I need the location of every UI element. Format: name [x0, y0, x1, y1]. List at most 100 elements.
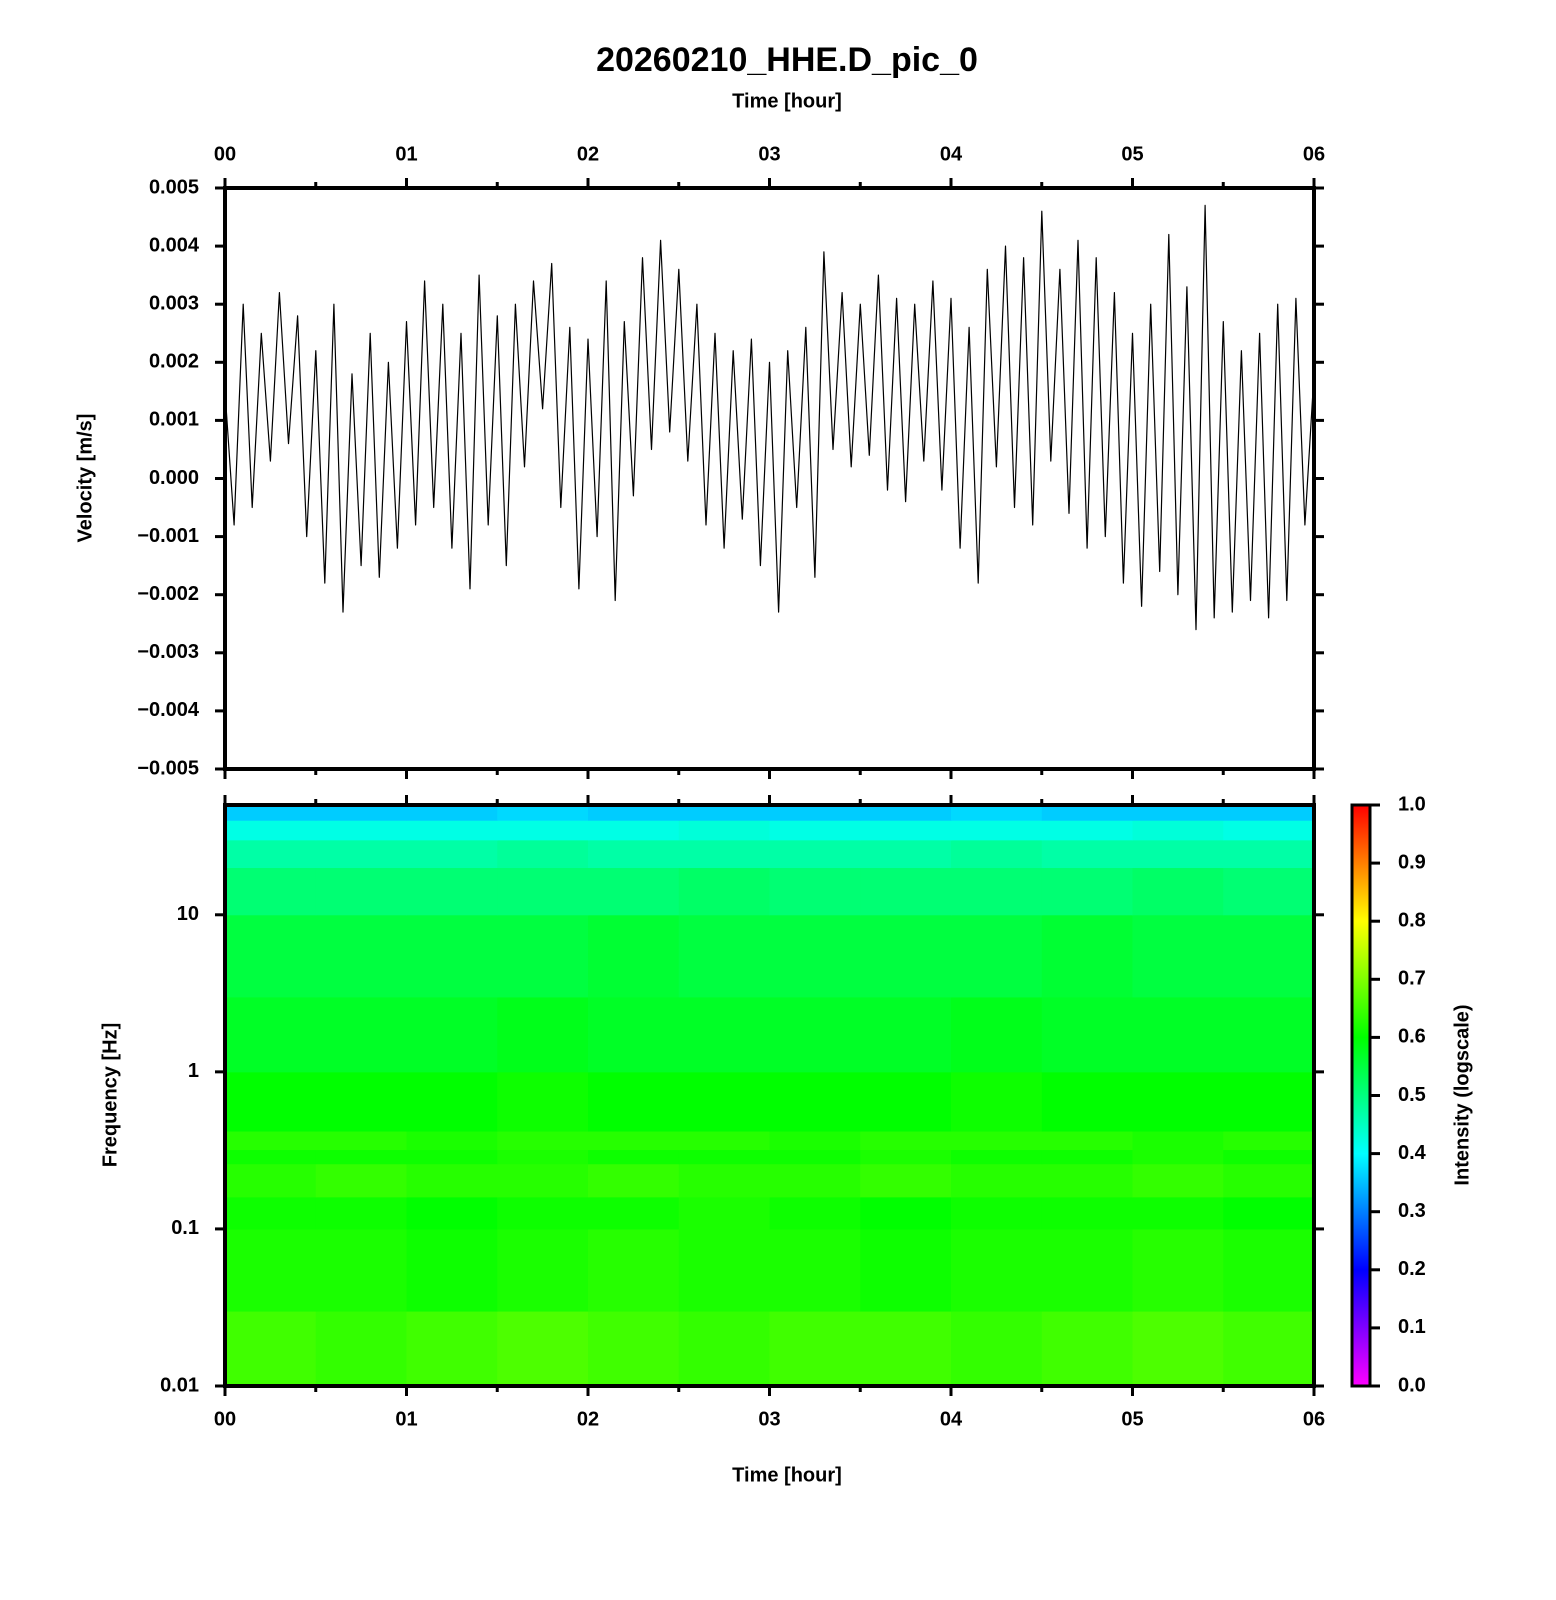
spectrogram-cell	[951, 820, 1043, 841]
spectrogram-cell	[1041, 1311, 1133, 1387]
spectrogram-cell	[315, 1228, 407, 1312]
spectrogram-cell	[315, 1163, 407, 1198]
y-tick-label: 0.002	[149, 351, 199, 373]
spectrogram-cell	[315, 1149, 407, 1165]
spectrogram-cell	[225, 996, 317, 1073]
spectrogram-cell	[1041, 820, 1133, 841]
y-tick-label: −0.005	[137, 757, 199, 779]
spectrogram-cell	[588, 1163, 680, 1198]
y-axis-label: Velocity [m/s]	[74, 414, 96, 543]
spectrogram-cell	[406, 1311, 498, 1387]
x-axis-label: Time [hour]	[732, 1464, 842, 1486]
spectrogram-cell	[1041, 914, 1133, 998]
spectrogram-cell	[769, 1149, 861, 1165]
spectrogram-cell	[860, 1149, 952, 1165]
spectrogram-cell	[406, 820, 498, 841]
spectrogram-cell	[951, 867, 1043, 916]
spectrogram-cell	[588, 1131, 680, 1151]
colorbar-tick-label: 0.4	[1398, 1142, 1427, 1164]
x-tick-label: 01	[395, 143, 417, 165]
spectrogram-cell	[951, 1311, 1043, 1387]
spectrogram-cell	[678, 867, 770, 916]
spectrogram-cell	[1132, 1163, 1224, 1198]
x-tick-label: 00	[214, 1408, 236, 1430]
waveform	[224, 204, 1315, 631]
x-tick-label: 02	[577, 143, 599, 165]
spectrogram-cell	[1223, 914, 1315, 998]
spectrogram-cell	[1041, 1196, 1133, 1230]
spectrogram-cell	[1132, 820, 1224, 841]
spectrogram-cell	[315, 839, 407, 869]
spectrogram-cell	[406, 996, 498, 1073]
spectrogram-cell	[769, 820, 861, 841]
spectrogram-cell	[1132, 914, 1224, 998]
colorbar-tick-label: 0.9	[1398, 851, 1426, 873]
spectrogram-cell	[1041, 1131, 1133, 1151]
spectrogram-cell	[678, 996, 770, 1073]
spectrogram-cell	[678, 1131, 770, 1151]
x-tick-label: 06	[1303, 1408, 1325, 1430]
spectrogram-cell	[588, 820, 680, 841]
spectrogram-cell	[1041, 839, 1133, 869]
spectrogram-cell	[406, 1163, 498, 1198]
x-axis-label: Time [hour]	[732, 90, 842, 112]
x-tick-label: 06	[1303, 143, 1325, 165]
spectrogram-cell	[1223, 1071, 1315, 1132]
spectrogram-cell	[860, 839, 952, 869]
spectrogram-cell	[315, 867, 407, 916]
spectrogram-cell	[1223, 1131, 1315, 1151]
spectrogram-cell	[497, 914, 589, 998]
spectrogram-cell	[769, 1131, 861, 1151]
spectrogram-cell	[1041, 1071, 1133, 1132]
spectrogram-cell	[860, 1163, 952, 1198]
y-tick-label: 0.001	[149, 409, 199, 431]
colorbar-tick-label: 0.6	[1398, 1026, 1426, 1048]
spectrogram-cell	[678, 805, 770, 821]
spectrogram-cell	[406, 1071, 498, 1132]
spectrogram-cell	[225, 867, 317, 916]
spectrogram-cell	[1223, 1228, 1315, 1312]
spectrogram-cell	[1132, 1311, 1224, 1387]
y-axis-label: Frequency [Hz]	[99, 1023, 121, 1167]
spectrogram-cell	[1223, 1196, 1315, 1230]
y-tick-label: −0.001	[137, 525, 199, 547]
spectrogram-cell	[1223, 867, 1315, 916]
spectrogram-cell	[588, 867, 680, 916]
spectrogram-cell	[1223, 996, 1315, 1073]
x-tick-label: 00	[214, 143, 236, 165]
spectrogram-cell	[1041, 805, 1133, 821]
spectrogram-cell	[769, 839, 861, 869]
spectrogram-cell	[678, 1228, 770, 1312]
spectrogram-cell	[769, 914, 861, 998]
spectrogram-cell	[951, 1149, 1043, 1165]
spectrogram-cell	[1132, 839, 1224, 869]
y-tick-label: −0.002	[137, 583, 199, 605]
plot-frame	[223, 186, 1316, 771]
spectrogram-cell	[678, 1311, 770, 1387]
spectrogram-cell	[951, 1163, 1043, 1198]
y-tick-label: −0.004	[137, 699, 200, 721]
x-tick-label: 01	[395, 1408, 417, 1430]
spectrogram-cell	[769, 805, 861, 821]
spectrogram-cell	[860, 1196, 952, 1230]
spectrogram-cell	[225, 1149, 317, 1165]
spectrogram-cell	[225, 914, 317, 998]
spectrogram-cell	[406, 1228, 498, 1312]
spectrogram-cell	[315, 914, 407, 998]
spectrogram-cell	[315, 1131, 407, 1151]
spectrogram-cell	[1223, 1311, 1315, 1387]
spectrogram-cell	[225, 839, 317, 869]
spectrogram-cell	[315, 1196, 407, 1230]
spectrogram-cell	[860, 805, 952, 821]
y-tick-label: 0.004	[149, 234, 200, 256]
spectrogram-cell	[406, 867, 498, 916]
spectrogram-cell	[769, 1228, 861, 1312]
y-tick-label: 0.005	[149, 176, 199, 198]
spectrogram-cell	[951, 1228, 1043, 1312]
spectrogram-cell	[497, 805, 589, 821]
spectrogram-cell	[588, 1149, 680, 1165]
spectrogram-cell	[497, 1131, 589, 1151]
spectrogram-cell	[315, 996, 407, 1073]
x-tick-label: 05	[1121, 1408, 1143, 1430]
